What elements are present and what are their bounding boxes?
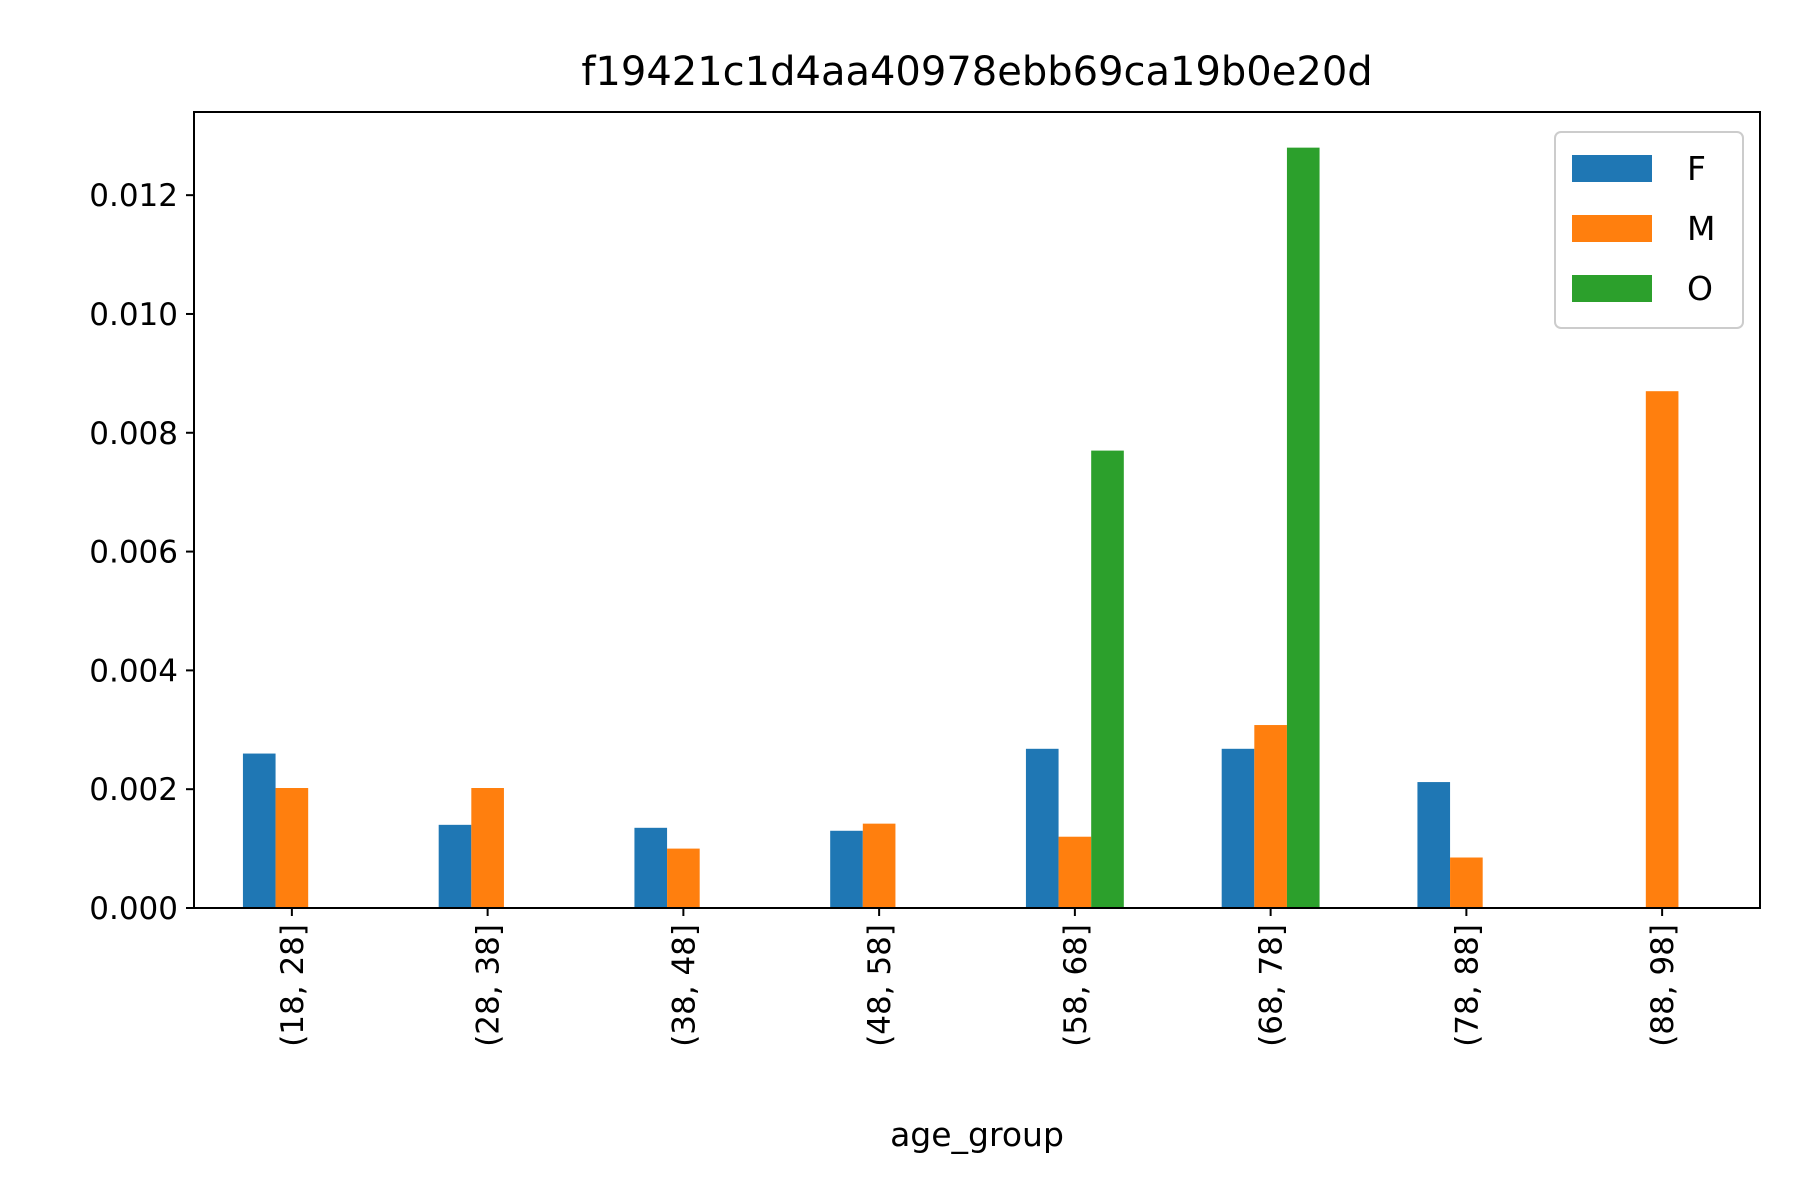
legend-label-F: F <box>1687 149 1706 188</box>
x-tick-label: (18, 28] <box>275 924 311 1047</box>
bar-O-4 <box>1091 450 1124 908</box>
bar-M-6 <box>1450 857 1483 908</box>
bar-M-1 <box>471 788 504 908</box>
bar-M-0 <box>275 788 309 908</box>
legend-swatch-F <box>1572 155 1652 182</box>
bar-M-5 <box>1254 725 1287 908</box>
x-tick-label: (78, 88] <box>1449 924 1485 1047</box>
legend-swatch-M <box>1572 215 1652 242</box>
chart-title: f19421c1d4aa40978ebb69ca19b0e20d <box>581 49 1372 95</box>
plot-frame <box>193 111 1761 909</box>
bar-F-6 <box>1417 782 1451 908</box>
y-axis: 0.000 0.002 0.004 0.006 0.008 0.010 0.012 <box>89 178 194 927</box>
bar-F-4 <box>1025 748 1059 908</box>
bar-F-1 <box>438 824 472 908</box>
y-tick-label: 0.000 <box>89 891 178 927</box>
y-tick-label: 0.004 <box>89 653 178 689</box>
x-tick-label: (88, 98] <box>1645 924 1681 1047</box>
x-tick-label: (28, 38] <box>471 924 507 1047</box>
legend-label-M: M <box>1687 209 1715 248</box>
bar-M-3 <box>862 823 896 908</box>
bar-F-0 <box>242 753 276 908</box>
bar-O-5 <box>1286 147 1320 908</box>
legend-label-O: O <box>1687 269 1713 308</box>
legend: FMO <box>1554 131 1744 329</box>
x-tick-label: (38, 48] <box>666 924 702 1047</box>
bar-F-5 <box>1221 748 1255 908</box>
x-tick-label: (58, 68] <box>1058 924 1094 1047</box>
y-tick-label: 0.002 <box>89 772 178 808</box>
bars-layer <box>242 147 1679 908</box>
y-tick-label: 0.012 <box>89 178 178 214</box>
y-tick-label: 0.006 <box>89 535 178 571</box>
bar-F-3 <box>830 830 863 908</box>
x-tick-label: (48, 58] <box>862 924 898 1047</box>
x-axis-label: age_group <box>890 1115 1064 1154</box>
bar-M-2 <box>667 848 700 908</box>
bar-M-7 <box>1645 391 1679 908</box>
bar-M-4 <box>1058 836 1092 908</box>
y-tick-label: 0.010 <box>89 297 178 333</box>
y-tick-label: 0.008 <box>89 416 178 452</box>
legend-swatch-O <box>1572 275 1652 302</box>
bar-F-2 <box>634 827 668 908</box>
x-axis: (18, 28] (28, 38] (38, 48] (48, 58] (58, 68]… <box>275 908 1681 1047</box>
x-tick-label: (68, 78] <box>1254 924 1290 1047</box>
